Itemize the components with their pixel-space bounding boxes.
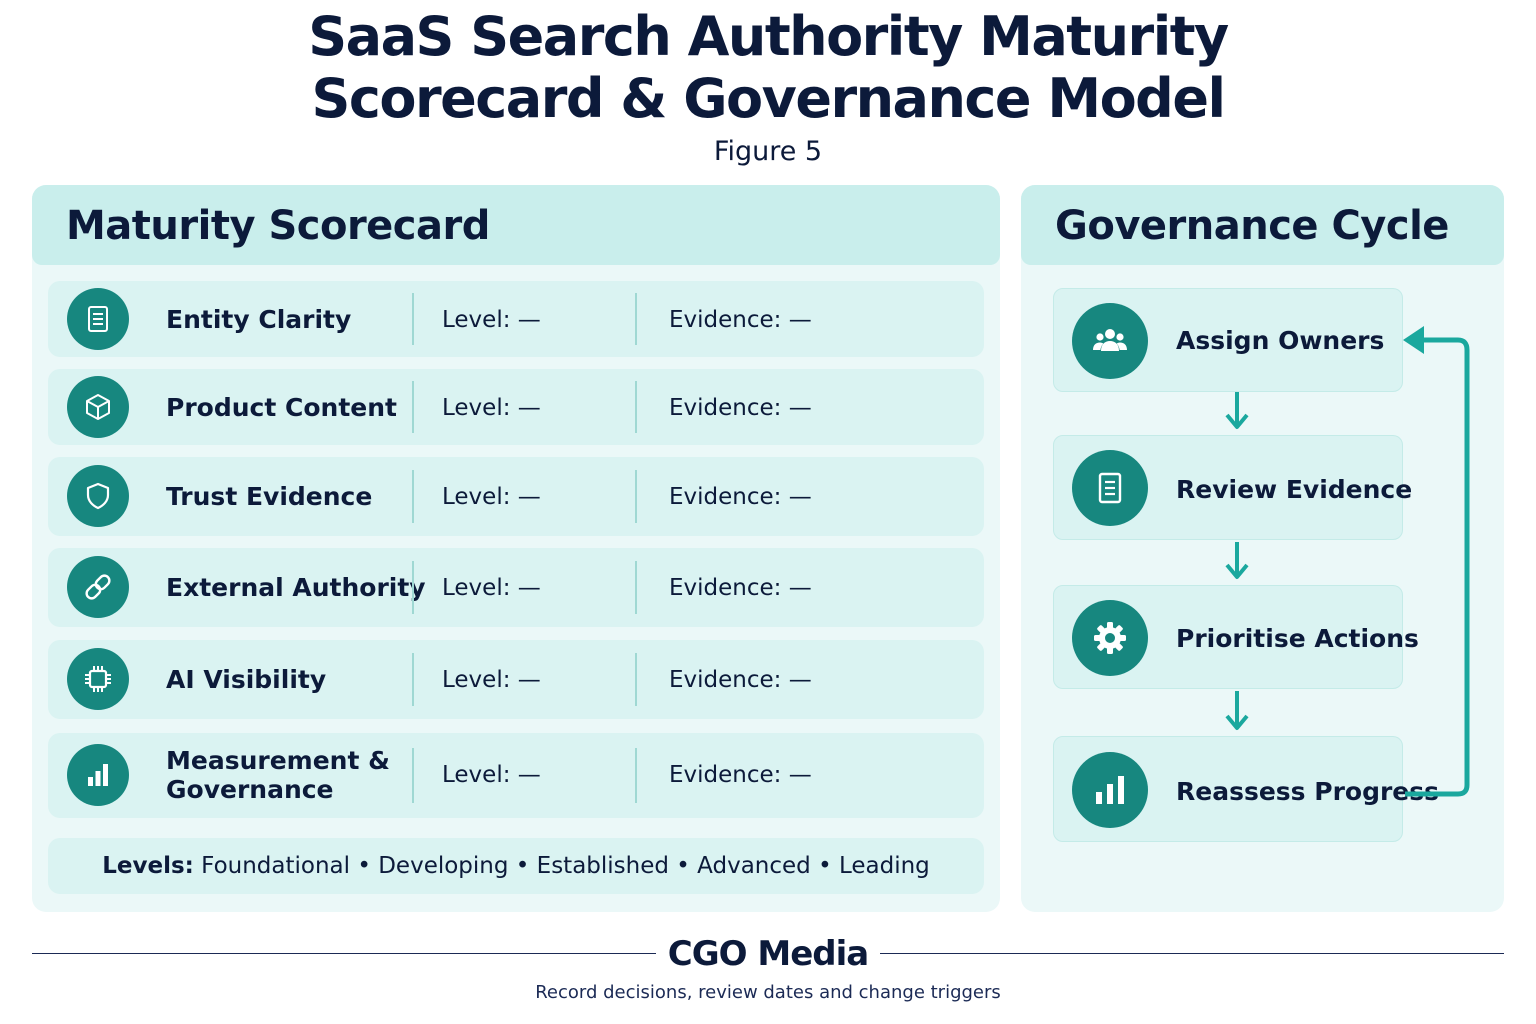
level-value: Level: —: [442, 395, 541, 421]
row-label: Trust Evidence: [166, 482, 373, 511]
column-divider: [412, 381, 414, 433]
column-divider: [635, 293, 637, 345]
cycle-step-review-evidence: Review Evidence: [1053, 435, 1412, 540]
governance-cycle-header: Governance Cycle: [1021, 185, 1504, 265]
cycle-step-label: Reassess Progress: [1176, 777, 1440, 806]
level-value: Level: —: [442, 484, 541, 510]
row-label-line-2: Governance: [166, 775, 334, 804]
column-divider: [412, 748, 414, 803]
column-divider: [412, 470, 414, 523]
row-label-line-1: Measurement &: [166, 746, 390, 775]
evidence-value: Evidence: —: [669, 484, 812, 510]
level-value: Level: —: [442, 762, 541, 788]
chip-icon: [67, 648, 129, 710]
row-label: External Authority: [166, 573, 426, 602]
row-label: Measurement & Governance: [166, 746, 390, 804]
document-icon: [1072, 450, 1148, 526]
cycle-step-assign-owners: Assign Owners: [1053, 288, 1403, 392]
level-value: Level: —: [442, 667, 541, 693]
levels-text: Foundational • Developing • Established …: [201, 853, 930, 879]
maturity-scorecard-header: Maturity Scorecard: [32, 185, 1000, 265]
governance-cycle-heading: Governance Cycle: [1055, 203, 1449, 249]
brand-name: CGO Media: [667, 934, 869, 974]
maturity-scorecard-heading: Maturity Scorecard: [66, 203, 490, 249]
cycle-step-reassess-progress: Reassess Progress: [1053, 736, 1439, 842]
row-label: AI Visibility: [166, 665, 327, 694]
evidence-value: Evidence: —: [669, 307, 812, 333]
column-divider: [635, 653, 637, 706]
scorecard-row-measurement-governance: Measurement & Governance Level: — Eviden…: [48, 733, 984, 818]
footer-tagline: Record decisions, review dates and chang…: [535, 982, 1001, 1003]
level-value: Level: —: [442, 307, 541, 333]
link-icon: [67, 556, 129, 618]
column-divider: [635, 561, 637, 614]
bar-chart-icon: [67, 744, 129, 806]
figure-caption: Figure 5: [713, 136, 823, 167]
page-title: SaaS Search Authority Maturity Scorecard…: [0, 6, 1536, 130]
column-divider: [412, 653, 414, 706]
title-line-2: Scorecard & Governance Model: [311, 67, 1226, 130]
cycle-step-label: Prioritise Actions: [1176, 624, 1419, 653]
bar-chart-icon: [1072, 752, 1148, 828]
levels-label: Levels:: [102, 853, 194, 879]
scorecard-row-ai-visibility: AI Visibility Level: — Evidence: —: [48, 640, 984, 719]
scorecard-row-external-authority: External Authority Level: — Evidence: —: [48, 548, 984, 627]
cycle-step-prioritise-actions: Prioritise Actions: [1053, 585, 1419, 689]
levels-legend: Levels: Foundational • Developing • Esta…: [48, 838, 984, 894]
level-value: Level: —: [442, 575, 541, 601]
column-divider: [635, 470, 637, 523]
footer-divider-right: [880, 953, 1504, 954]
people-icon: [1072, 303, 1148, 379]
evidence-value: Evidence: —: [669, 667, 812, 693]
column-divider: [412, 561, 414, 614]
title-line-1: SaaS Search Authority Maturity: [308, 5, 1229, 68]
evidence-value: Evidence: —: [669, 395, 812, 421]
column-divider: [635, 748, 637, 803]
row-label: Product Content: [166, 393, 397, 422]
scorecard-row-entity-clarity: Entity Clarity Level: — Evidence: —: [48, 281, 984, 357]
column-divider: [635, 381, 637, 433]
cube-icon: [67, 376, 129, 438]
cycle-step-label: Assign Owners: [1176, 326, 1385, 355]
footer-divider-left: [32, 953, 656, 954]
row-label: Entity Clarity: [166, 305, 352, 334]
scorecard-row-trust-evidence: Trust Evidence Level: — Evidence: —: [48, 457, 984, 536]
gear-icon: [1072, 600, 1148, 676]
scorecard-row-product-content: Product Content Level: — Evidence: —: [48, 369, 984, 445]
document-icon: [67, 288, 129, 350]
column-divider: [412, 293, 414, 345]
shield-icon: [67, 465, 129, 527]
cycle-step-label: Review Evidence: [1176, 475, 1413, 504]
evidence-value: Evidence: —: [669, 762, 812, 788]
evidence-value: Evidence: —: [669, 575, 812, 601]
